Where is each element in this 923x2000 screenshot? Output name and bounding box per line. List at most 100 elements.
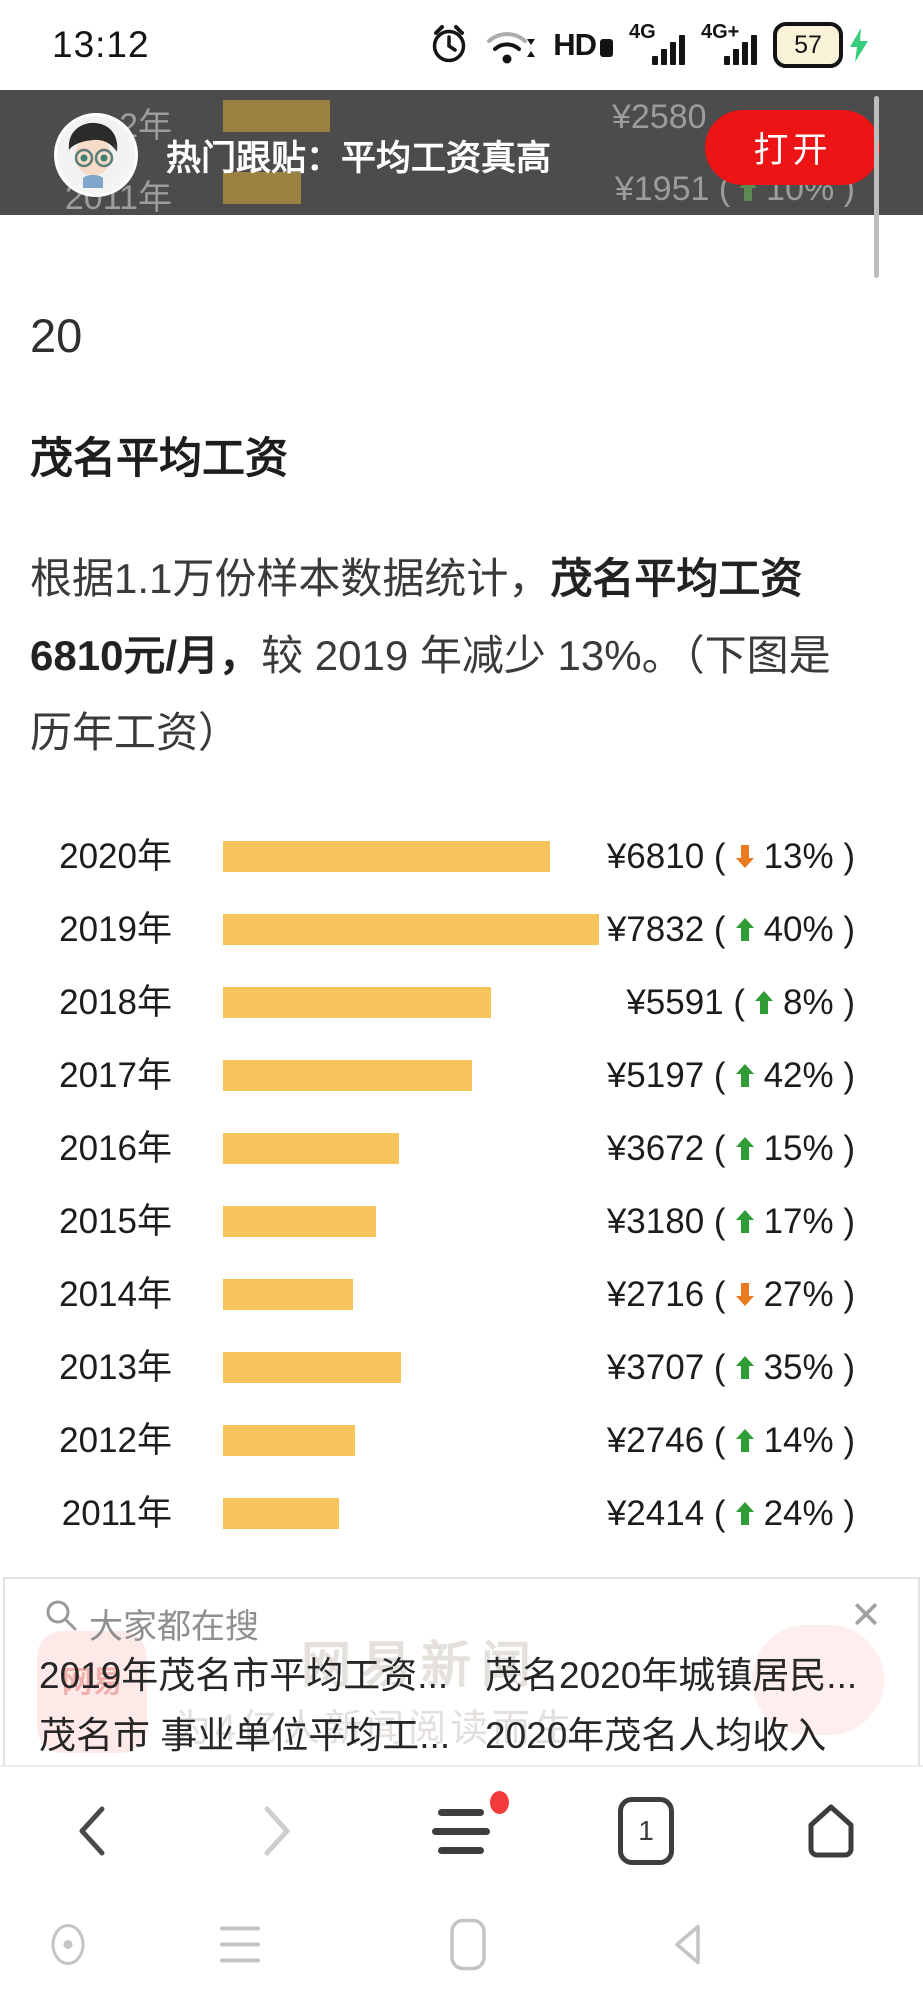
chart-value-amount: ¥6810 ( [606,836,726,876]
signal-4gplus-icon: 4G+ [701,21,757,67]
chart-value-label: ¥2746 ( 14% ) [607,1404,855,1477]
screenshot-ball-icon[interactable] [48,1918,88,1975]
tabs-button[interactable]: 1 [554,1767,739,1895]
paragraph-suffix: 较 2019 年减少 13%。（下图是历年工资） [30,632,831,756]
chart-value-label: ¥3180 ( 17% ) [607,1185,855,1258]
chart-row: 2019年 ¥7832 (40% ) [0,893,923,966]
wage-bar-chart: 2020年 ¥6810 (13% ) 2019年 ¥7832 (40% ) 2018年 ¥… [0,820,923,1550]
menu-button[interactable] [369,1767,554,1895]
open-button[interactable]: 打开 [705,110,880,185]
watermark-button-blob [752,1625,884,1735]
chart-change-pct: 42% ) [763,1055,855,1095]
browser-toolbar: 1 [0,1765,923,1895]
down-arrow-icon [735,845,754,868]
chart-year-label: 2013年 [59,1348,172,1387]
search-icon [43,1597,79,1638]
status-bar: 13:12 HD [0,0,923,90]
chart-value-label: ¥2716 (27% ) [607,1258,855,1331]
chart-change-pct: 40% ) [763,909,855,949]
avatar [54,113,138,197]
search-suggestion[interactable]: 茂名市 事业单位平均工... [39,1715,451,1756]
chart-row: 2015年 ¥3180 (17% ) [0,1185,923,1258]
chart-row: 2013年 ¥3707 (35% ) [0,1331,923,1404]
battery-indicator: 57 [773,22,871,68]
system-nav-bar [0,1893,923,2000]
up-arrow-icon [735,1210,754,1233]
chart-year-label: 2020年 [59,837,172,876]
chart-row: 2016年 ¥3672 (15% ) [0,1112,923,1185]
chart-row: 2014年 ¥2716 (27% ) [0,1258,923,1331]
notification-title: 热门跟贴：平均工资真高 [166,139,552,178]
up-arrow-icon [735,918,754,941]
push-notification-banner[interactable]: 2年 ¥2580 2011年 ¥1951 (10% ) 热门跟贴：平均工资真高 打开 [0,90,923,215]
wifi-icon [485,23,537,67]
down-arrow-icon [735,1283,754,1306]
nav-menu-icon[interactable] [218,1920,262,1973]
search-suggestion[interactable]: 2020年茂名人均收入 [485,1715,827,1756]
status-time: 13:12 [52,24,150,65]
notification-dot [490,1791,510,1814]
home-icon [808,1804,854,1858]
chart-row: 2017年 ¥5197 ( 42% ) [0,1039,923,1112]
chart-value-label: ¥5197 ( 42% ) [607,1039,855,1112]
back-button[interactable] [0,1767,185,1895]
chart-year-label: 2011年 [61,1494,172,1533]
chart-row: 2020年 ¥6810 (13% ) [0,820,923,893]
chart-bar [223,914,599,945]
chart-value-amount: ¥3180 ( [606,1201,726,1241]
search-suggestion[interactable]: 茂名2020年城镇居民... [485,1655,858,1696]
search-suggestion[interactable]: 2019年茂名市平均工资... [39,1655,449,1696]
chart-year-label: 2014年 [59,1275,172,1314]
chart-bar [223,1498,339,1529]
dimmed-value-label: ¥2580 [612,98,707,136]
up-arrow-icon [735,1502,754,1525]
chart-bar [223,1206,376,1237]
chart-bar [223,841,550,872]
forward-button[interactable] [185,1767,370,1895]
chart-year-label: 2017年 [59,1056,172,1095]
chart-change-pct: 15% ) [763,1128,855,1168]
chart-value-amount: ¥2716 ( [606,1274,726,1314]
up-arrow-icon [755,991,774,1014]
up-arrow-icon [735,1064,754,1087]
chart-value-label: ¥5591 (8% ) [626,966,855,1039]
chart-value-amount: ¥2746 ( [606,1420,726,1460]
dimmed-bar [223,100,330,132]
chart-bar [223,1279,353,1310]
paragraph-number: 20 [30,309,83,362]
article-paragraph: 根据1.1万份样本数据统计，茂名平均工资6810元/月，较 2019 年减少 1… [30,540,862,771]
page-scrollbar[interactable] [874,96,879,278]
forward-chevron-icon [264,1806,290,1856]
chart-value-amount: ¥3672 ( [606,1128,726,1168]
nav-home-icon[interactable] [446,1916,490,1977]
tab-count-icon: 1 [618,1797,675,1865]
back-chevron-icon [79,1806,105,1856]
chart-year-label: 2019年 [59,910,172,949]
chart-change-pct: 17% ) [763,1201,855,1241]
chart-year-label: 2012年 [59,1421,172,1460]
chart-value-label: ¥6810 (13% ) [607,820,855,893]
up-arrow-icon [735,1356,754,1379]
chart-value-label: ¥3707 (35% ) [607,1331,855,1404]
chart-change-pct: 35% ) [763,1347,855,1387]
chart-bar [223,1352,401,1383]
home-button[interactable] [738,1767,923,1895]
chart-value-amount: ¥5197 ( [606,1055,726,1095]
chart-change-pct: 14% ) [763,1420,855,1460]
suggestion-row: 2019年茂名市平均工资... 茂名2020年城镇居民... [5,1645,918,1696]
chart-row: 2012年 ¥2746 ( 14% ) [0,1404,923,1477]
up-arrow-icon [735,1137,754,1160]
watermark-logo-blob: 网易 [37,1631,147,1753]
battery-percent: 57 [773,22,843,68]
close-icon[interactable]: ✕ [850,1595,882,1637]
search-suggestion-panel: 网易 网易新闻 为4亿人新闻阅读而生 大家都在搜 ✕ 2019年茂名市平均工资.… [3,1577,920,1767]
chart-value-label: ¥7832 (40% ) [607,893,855,966]
chart-change-pct: 8% ) [783,982,855,1022]
chart-row: 2011年 ¥2414 (24% ) [0,1477,923,1550]
up-arrow-icon [735,1429,754,1452]
chart-bar [223,1133,399,1164]
chart-bar [223,1425,355,1456]
search-panel-title: 大家都在搜 [89,1608,259,1646]
nav-back-icon[interactable] [668,1918,712,1975]
